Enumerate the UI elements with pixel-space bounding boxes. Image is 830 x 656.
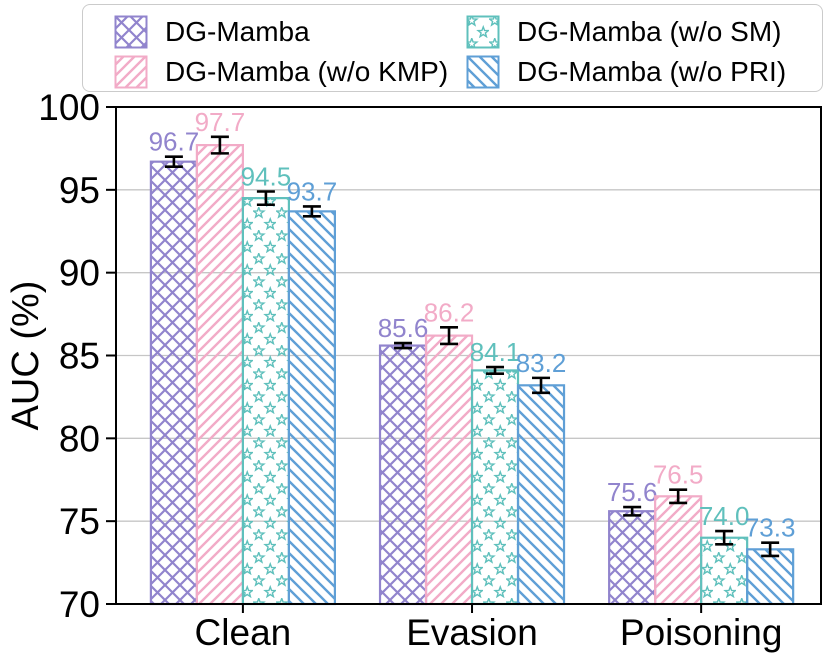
bar-value-label: 93.7 [287, 176, 338, 206]
y-tick-label: 75 [59, 501, 100, 542]
legend-swatch-diagonal-forward-icon [114, 55, 148, 89]
legend-swatch-rect [114, 15, 148, 49]
legend-swatch-rect [466, 55, 500, 89]
bar-value-label: 94.5 [241, 161, 292, 191]
bar [516, 384, 566, 606]
bar-value-label: 86.2 [424, 297, 475, 327]
bar [287, 210, 336, 606]
y-tick-label: 100 [38, 87, 100, 128]
y-tick-label: 95 [59, 170, 100, 211]
x-tick-label: Evasion [406, 612, 538, 653]
bar [608, 510, 657, 606]
x-tick-label: Poisoning [620, 612, 783, 653]
legend-swatch-rect [466, 15, 500, 49]
bar [149, 160, 198, 606]
bar-value-label: 85.6 [378, 313, 429, 343]
bar [424, 334, 474, 606]
y-axis-label: AUC (%) [5, 281, 47, 431]
bar-value-label: 97.7 [195, 107, 246, 137]
legend-item: DG-Mamba [114, 15, 310, 49]
bar [700, 536, 749, 606]
legend-swatch-crosshatch-icon [114, 15, 148, 49]
bar-value-label: 96.7 [149, 127, 200, 157]
bar [241, 197, 290, 606]
legend-swatch-rect [114, 55, 148, 89]
y-tick-label: 80 [59, 418, 100, 459]
bar [746, 548, 795, 606]
y-tick-label: 70 [59, 584, 100, 625]
y-tick-label: 85 [59, 335, 100, 376]
y-tick-label: 90 [59, 253, 100, 294]
bar [378, 344, 428, 606]
bar [195, 144, 244, 606]
legend-swatch-diagonal-backward-icon [466, 55, 500, 89]
legend-item: DG-Mamba (w/o KMP) [114, 55, 448, 89]
bar [654, 495, 703, 606]
bar [470, 369, 520, 606]
legend-item: DG-Mamba (w/o SM) [466, 15, 781, 49]
bar-value-label: 73.3 [745, 513, 796, 543]
bar-value-label: 74.0 [699, 501, 750, 531]
bar-value-label: 84.1 [470, 337, 521, 367]
legend-label: DG-Mamba [165, 16, 310, 47]
legend-label: DG-Mamba (w/o SM) [517, 16, 782, 47]
legend-label: DG-Mamba (w/o PRI) [517, 56, 787, 87]
bar-value-label: 83.2 [516, 348, 567, 378]
legend-item: DG-Mamba (w/o PRI) [466, 55, 786, 89]
bar-value-label: 75.6 [607, 477, 658, 507]
legend: DG-Mamba DG-Mamba (w/o KMP) DG-Mamba (w/o … [82, 4, 823, 92]
legend-label: DG-Mamba (w/o KMP) [165, 56, 449, 87]
x-tick-label: Clean [195, 612, 292, 653]
legend-swatch-stars-icon [466, 15, 500, 49]
bar-value-label: 76.5 [653, 460, 704, 490]
